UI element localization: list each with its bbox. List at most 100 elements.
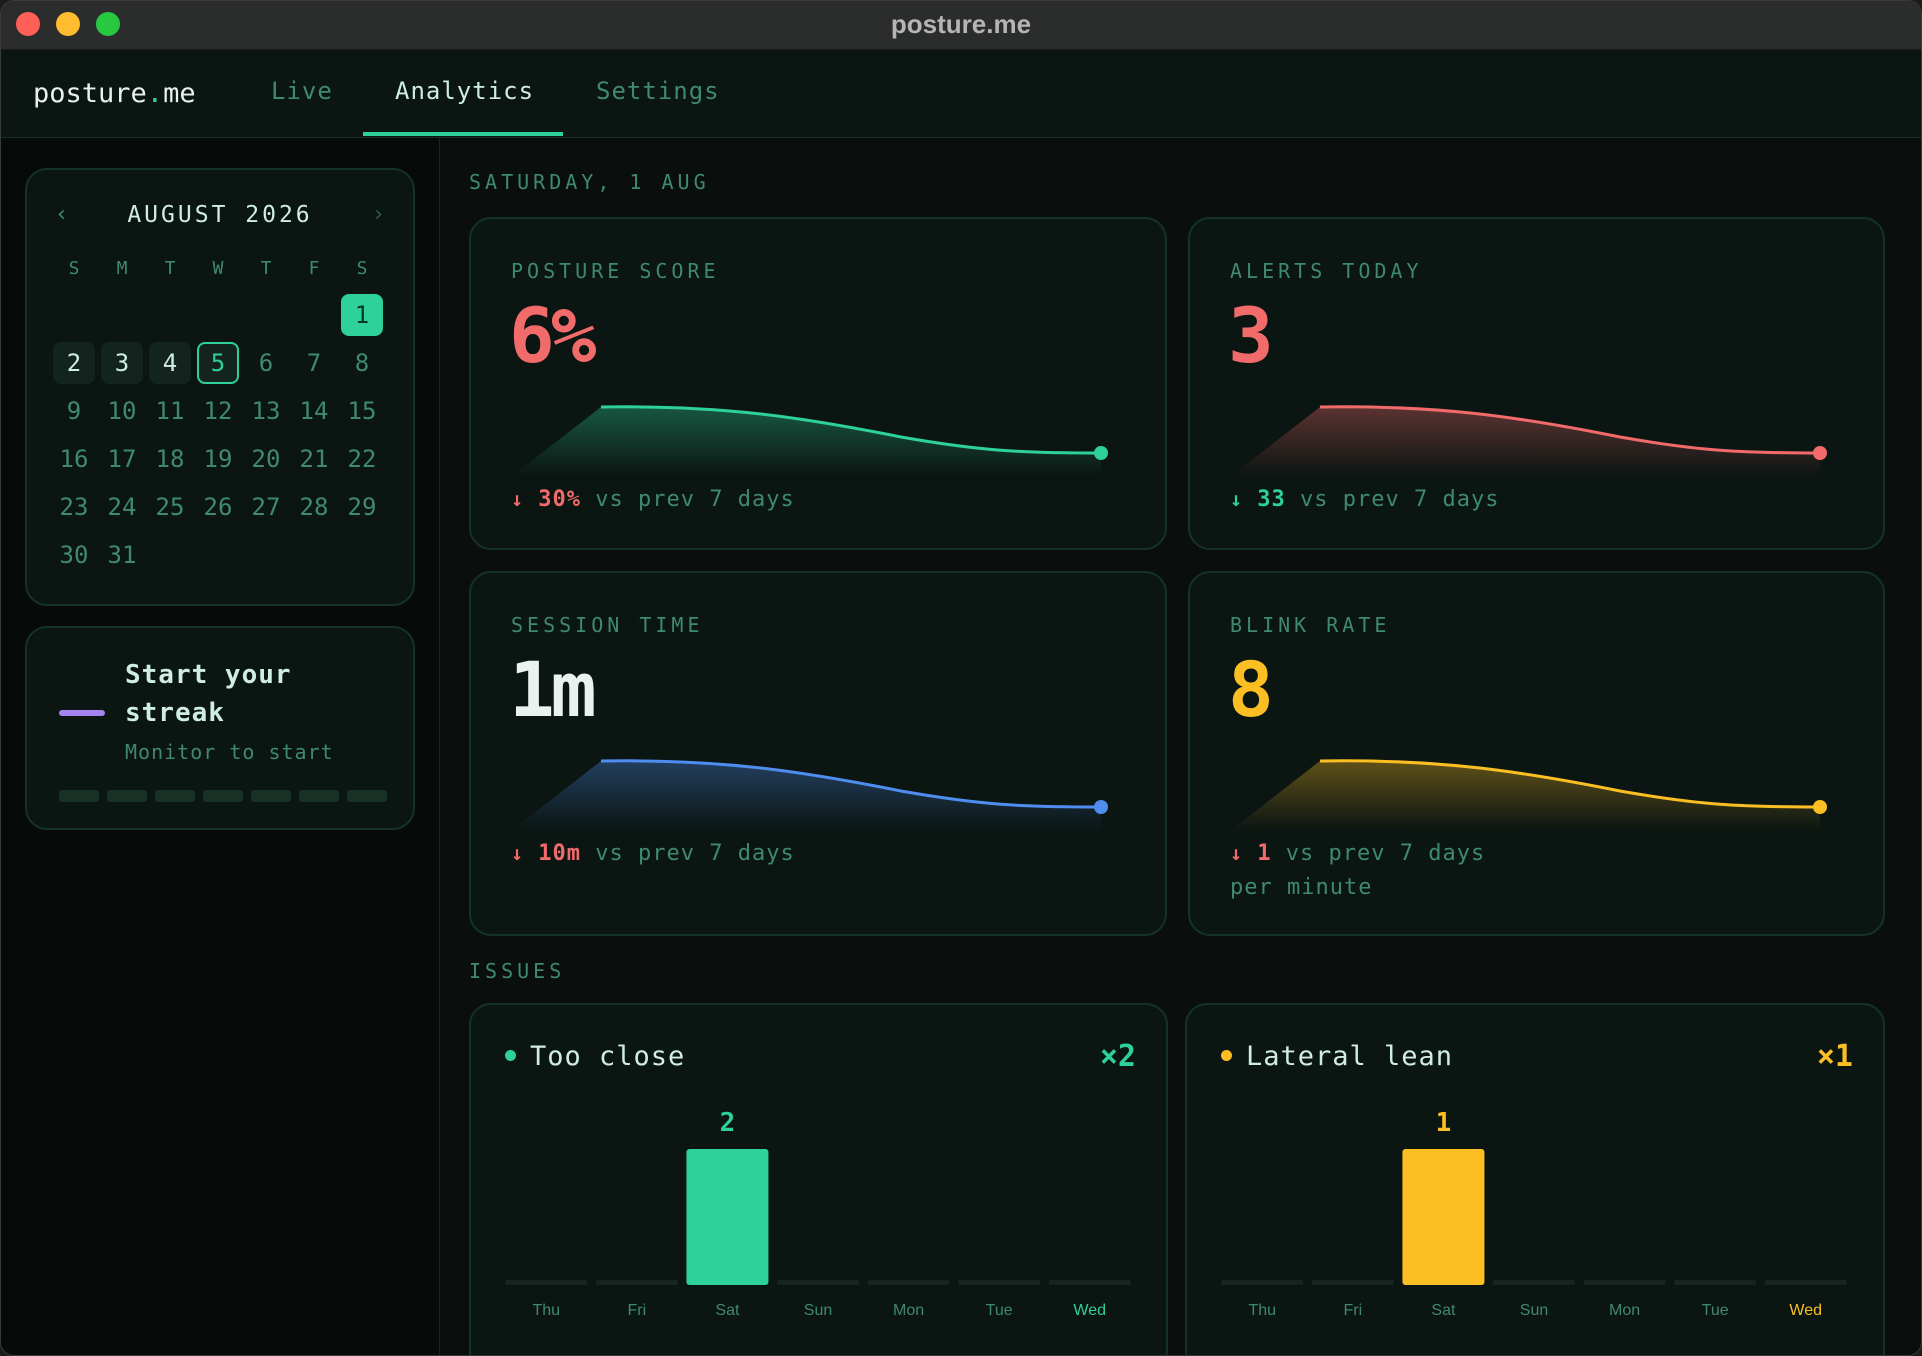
calendar-day[interactable]: 16 — [59, 445, 89, 473]
window-title: posture.me — [890, 9, 1032, 39]
bar-data-label: 1 — [1436, 1108, 1452, 1138]
posture-score-card: POSTURE SCORE 6% ↓ 30% vs prev 7 days — [469, 217, 1167, 550]
blink-rate-card: BLINK RATE 8 ↓ 1 vs prev 7 days per minute — [1188, 571, 1885, 936]
calendar-day[interactable]: 20 — [251, 445, 281, 473]
calendar-day[interactable]: 25 — [155, 493, 185, 521]
stat-value: 6% — [509, 291, 596, 380]
chevron-right-icon[interactable]: › — [371, 202, 385, 227]
calendar-day[interactable]: 9 — [66, 397, 82, 425]
chevron-left-icon[interactable]: ‹ — [55, 202, 69, 227]
trend-endpoint — [1813, 446, 1827, 460]
x-axis-tick-label: Fri — [628, 1302, 647, 1319]
calendar-day[interactable]: 28 — [299, 493, 329, 521]
streak-day-segment — [155, 790, 195, 802]
weekday-label: T — [260, 258, 272, 279]
bar — [1402, 1149, 1485, 1285]
x-axis-tick-label: Fri — [1344, 1302, 1363, 1319]
bar-track — [1493, 1280, 1575, 1285]
down-arrow-icon: ↓ — [1230, 487, 1244, 511]
calendar-day[interactable]: 15 — [347, 397, 377, 425]
trend-line — [1319, 759, 1821, 809]
change-suffix: vs prev 7 days — [1285, 841, 1486, 866]
tab-live[interactable]: Live — [271, 77, 333, 105]
calendar-day[interactable]: 29 — [347, 493, 377, 521]
calendar-card: ‹ AUGUST 2026 › S M T W T F S 1 2 3 4 5 6 7 8 9 10 11 12 13… — [25, 168, 415, 606]
weekday-label: T — [164, 258, 176, 279]
calendar-day[interactable]: 30 — [59, 541, 89, 569]
x-axis-tick-label: Wed — [1073, 1302, 1106, 1319]
minimize-window-button[interactable] — [56, 12, 80, 36]
tab-settings[interactable]: Settings — [596, 77, 720, 105]
calendar-day[interactable]: 21 — [299, 445, 329, 473]
calendar-day[interactable]: 23 — [59, 493, 89, 521]
brand-tld: me — [163, 78, 196, 109]
trend-area — [511, 760, 1101, 831]
trend-endpoint — [1094, 800, 1108, 814]
calendar-day[interactable]: 14 — [299, 397, 329, 425]
calendar-day[interactable]: 10 — [107, 397, 137, 425]
status-dot-icon — [1221, 1050, 1232, 1061]
calendar-month-title: AUGUST 2026 — [127, 202, 313, 228]
stat-change: ↓ 33 vs prev 7 days — [1230, 487, 1499, 512]
trend-line — [600, 405, 1102, 455]
calendar-day[interactable]: 27 — [251, 493, 281, 521]
bar-track — [595, 1280, 678, 1285]
calendar-day[interactable]: 6 — [258, 349, 274, 377]
trend-endpoint — [1094, 446, 1108, 460]
zoom-window-button[interactable] — [96, 12, 120, 36]
calendar-day[interactable]: 11 — [155, 397, 185, 425]
selected-date-label: SATURDAY, 1 AUG — [469, 170, 710, 194]
trend-line — [1319, 405, 1821, 455]
streak-day-segment — [347, 790, 387, 802]
change-suffix: vs prev 7 days — [1300, 487, 1500, 512]
calendar-day[interactable]: 18 — [155, 445, 185, 473]
close-window-button[interactable] — [16, 12, 40, 36]
calendar-day[interactable]: 4 — [149, 342, 191, 384]
bar-track — [1048, 1280, 1131, 1285]
calendar-day[interactable]: 19 — [203, 445, 233, 473]
change-value: 1 — [1257, 841, 1272, 866]
x-axis-tick-label: Tue — [986, 1302, 1013, 1319]
calendar-day[interactable]: 1 — [341, 294, 383, 336]
streak-day-segment — [107, 790, 147, 802]
issue-name: Lateral lean — [1221, 1041, 1453, 1072]
calendar-day[interactable]: 5 — [197, 342, 239, 384]
x-axis-tick-label: Sun — [804, 1302, 832, 1319]
calendar-header: ‹ AUGUST 2026 › — [27, 198, 413, 238]
calendar-day[interactable]: 7 — [306, 349, 322, 377]
change-value: 30% — [538, 487, 582, 512]
bar-track — [1764, 1280, 1847, 1285]
x-axis-tick-label: Mon — [893, 1302, 924, 1319]
calendar-day[interactable]: 31 — [107, 541, 137, 569]
brand-logo[interactable]: posture.me — [33, 78, 196, 109]
calendar-day[interactable]: 22 — [347, 445, 377, 473]
calendar-day[interactable]: 8 — [354, 349, 370, 377]
stat-change: ↓ 10m vs prev 7 days — [511, 841, 795, 866]
streak-title: Start your streak — [125, 660, 292, 728]
down-arrow-icon: ↓ — [511, 841, 525, 865]
streak-day-segment — [251, 790, 291, 802]
brand-name: posture — [33, 78, 147, 109]
x-axis-tick-label: Sun — [1520, 1302, 1548, 1319]
calendar-day[interactable]: 12 — [203, 397, 233, 425]
calendar-day[interactable]: 17 — [107, 445, 137, 473]
status-dot-icon — [505, 1050, 516, 1061]
weekday-label: S — [68, 258, 80, 279]
calendar-day[interactable]: 3 — [101, 342, 143, 384]
down-arrow-icon: ↓ — [1230, 841, 1244, 865]
tab-analytics[interactable]: Analytics — [395, 77, 535, 105]
x-axis-tick-label: Wed — [1789, 1302, 1822, 1319]
stat-title: ALERTS TODAY — [1230, 259, 1423, 283]
change-suffix: vs prev 7 days — [595, 841, 795, 866]
calendar-day[interactable]: 13 — [251, 397, 281, 425]
x-axis-tick-label: Mon — [1609, 1302, 1640, 1319]
calendar-day[interactable]: 24 — [107, 493, 137, 521]
calendar-day[interactable]: 26 — [203, 493, 233, 521]
change-value: 10m — [538, 841, 582, 866]
stat-change: ↓ 30% vs prev 7 days — [511, 487, 795, 512]
weekday-label: W — [212, 258, 224, 279]
streak-card: Start your streak Monitor to start — [25, 626, 415, 830]
bar-track — [1674, 1280, 1757, 1285]
calendar-day[interactable]: 2 — [53, 342, 95, 384]
issues-section-label: ISSUES — [469, 959, 566, 983]
